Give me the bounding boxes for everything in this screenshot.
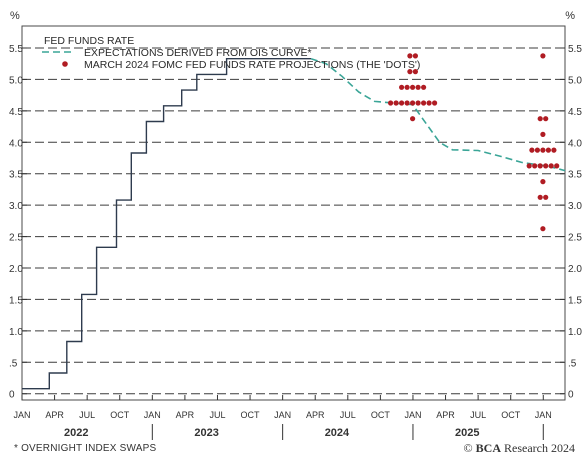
fomc-dot — [537, 116, 543, 122]
x-tick-label: JAN — [404, 410, 421, 420]
legend-label: FED FUNDS RATE — [44, 35, 134, 47]
x-tick-label: OCT — [241, 410, 261, 420]
fomc-dot — [432, 100, 438, 106]
x-tick-label: JUL — [340, 410, 356, 420]
x-tick-label: APR — [306, 410, 325, 420]
fomc-dot — [543, 116, 549, 122]
fomc-dot — [548, 163, 554, 169]
x-tick-label: JUL — [79, 410, 95, 420]
y-tick-label-right: 4.0 — [568, 138, 582, 149]
fomc-dot — [410, 100, 416, 106]
y-tick-label-right: 0 — [568, 390, 574, 401]
y-tick-label-left: 4.5 — [9, 107, 23, 118]
source-brand: BCA — [475, 441, 502, 455]
source-credit: © BCA Research 2024 — [464, 441, 575, 456]
y-tick-label-left: 4.0 — [9, 138, 23, 149]
y-unit-right: % — [565, 10, 575, 22]
ois-expectations-line — [310, 57, 566, 172]
y-tick-label-left: 5.0 — [9, 75, 23, 86]
y-tick-label-right: 1.0 — [568, 327, 582, 338]
x-tick-label: APR — [45, 410, 64, 420]
plot-frame — [21, 25, 566, 401]
x-year-label: 2025 — [455, 427, 479, 439]
legend-swatch-dot — [62, 61, 68, 67]
fomc-dot — [399, 100, 405, 106]
fomc-dot — [410, 84, 416, 90]
legend-label: MARCH 2024 FOMC FED FUNDS RATE PROJECTIO… — [84, 59, 420, 71]
fomc-dot — [540, 147, 546, 153]
y-tick-label-right: 4.5 — [568, 107, 582, 118]
fomc-dot — [543, 194, 549, 200]
x-tick-label: OCT — [501, 410, 521, 420]
fomc-dot — [412, 69, 418, 75]
y-tick-label-right: .5 — [568, 358, 577, 369]
fomc-dot — [415, 84, 421, 90]
fomc-dot — [529, 147, 535, 153]
fomc-dot — [393, 100, 399, 106]
x-tick-label: JAN — [535, 410, 552, 420]
x-tick-label: OCT — [371, 410, 391, 420]
fomc-dot — [537, 163, 543, 169]
fomc-dot — [540, 179, 546, 185]
fomc-dot — [404, 84, 410, 90]
x-year-label: 2023 — [194, 427, 218, 439]
y-tick-label-left: 0 — [9, 390, 15, 401]
footnote: * OVERNIGHT INDEX SWAPS — [14, 443, 157, 454]
x-tick-label: JAN — [13, 410, 30, 420]
y-tick-label-left: 3.0 — [9, 201, 23, 212]
x-tick-label: APR — [436, 410, 455, 420]
y-tick-label-right: 3.0 — [568, 201, 582, 212]
y-tick-label-left: 2.0 — [9, 264, 23, 275]
y-tick-label-left: 3.5 — [9, 170, 23, 181]
x-tick-label: APR — [176, 410, 195, 420]
fomc-dot — [540, 53, 546, 59]
y-tick-label-left: .5 — [9, 358, 18, 369]
fomc-dot — [421, 100, 427, 106]
x-tick-label: OCT — [110, 410, 130, 420]
fomc-dot — [554, 163, 560, 169]
fomc-dot — [551, 147, 557, 153]
x-tick-label: JAN — [144, 410, 161, 420]
fed-funds-rate-line — [22, 58, 311, 390]
y-tick-label-right: 5.0 — [568, 75, 582, 86]
source-text: Research 2024 — [501, 441, 575, 455]
fomc-dot — [526, 163, 532, 169]
y-tick-label-right: 1.5 — [568, 295, 582, 306]
fomc-dot — [407, 69, 413, 75]
legend-label: EXPECTATIONS DERIVED FROM OIS CURVE* — [84, 47, 312, 59]
y-tick-label-left: 1.5 — [9, 295, 23, 306]
fomc-dot — [540, 226, 546, 232]
fomc-dot — [543, 163, 549, 169]
x-tick-label: JUL — [209, 410, 225, 420]
fomc-dot — [421, 84, 427, 90]
y-tick-label-right: 2.0 — [568, 264, 582, 275]
fomc-dot — [532, 163, 538, 169]
y-tick-label-left: 1.0 — [9, 327, 23, 338]
fomc-dot — [388, 100, 394, 106]
y-unit-left: % — [10, 10, 20, 22]
fomc-dot — [537, 194, 543, 200]
x-tick-label: JAN — [274, 410, 291, 420]
fomc-dot — [407, 53, 413, 59]
copyright-mark: © — [463, 441, 473, 455]
fomc-dot — [545, 147, 552, 153]
y-tick-label-right: 5.5 — [568, 44, 582, 55]
fomc-dot — [399, 84, 405, 90]
fomc-dot — [410, 116, 416, 122]
y-tick-label-left: 2.5 — [9, 233, 23, 244]
x-tick-label: JUL — [470, 410, 486, 420]
x-year-label: 2024 — [325, 427, 350, 439]
fomc-dot — [426, 100, 432, 106]
fomc-dot — [404, 100, 410, 106]
fomc-dot — [534, 147, 541, 153]
fomc-dot — [540, 131, 546, 137]
y-tick-label-right: 2.5 — [568, 233, 582, 244]
y-tick-label-right: 3.5 — [568, 170, 582, 181]
fomc-dot — [415, 100, 421, 106]
y-tick-label-left: 5.5 — [9, 44, 23, 55]
fomc-dot — [412, 53, 418, 59]
x-year-label: 2022 — [64, 427, 88, 439]
